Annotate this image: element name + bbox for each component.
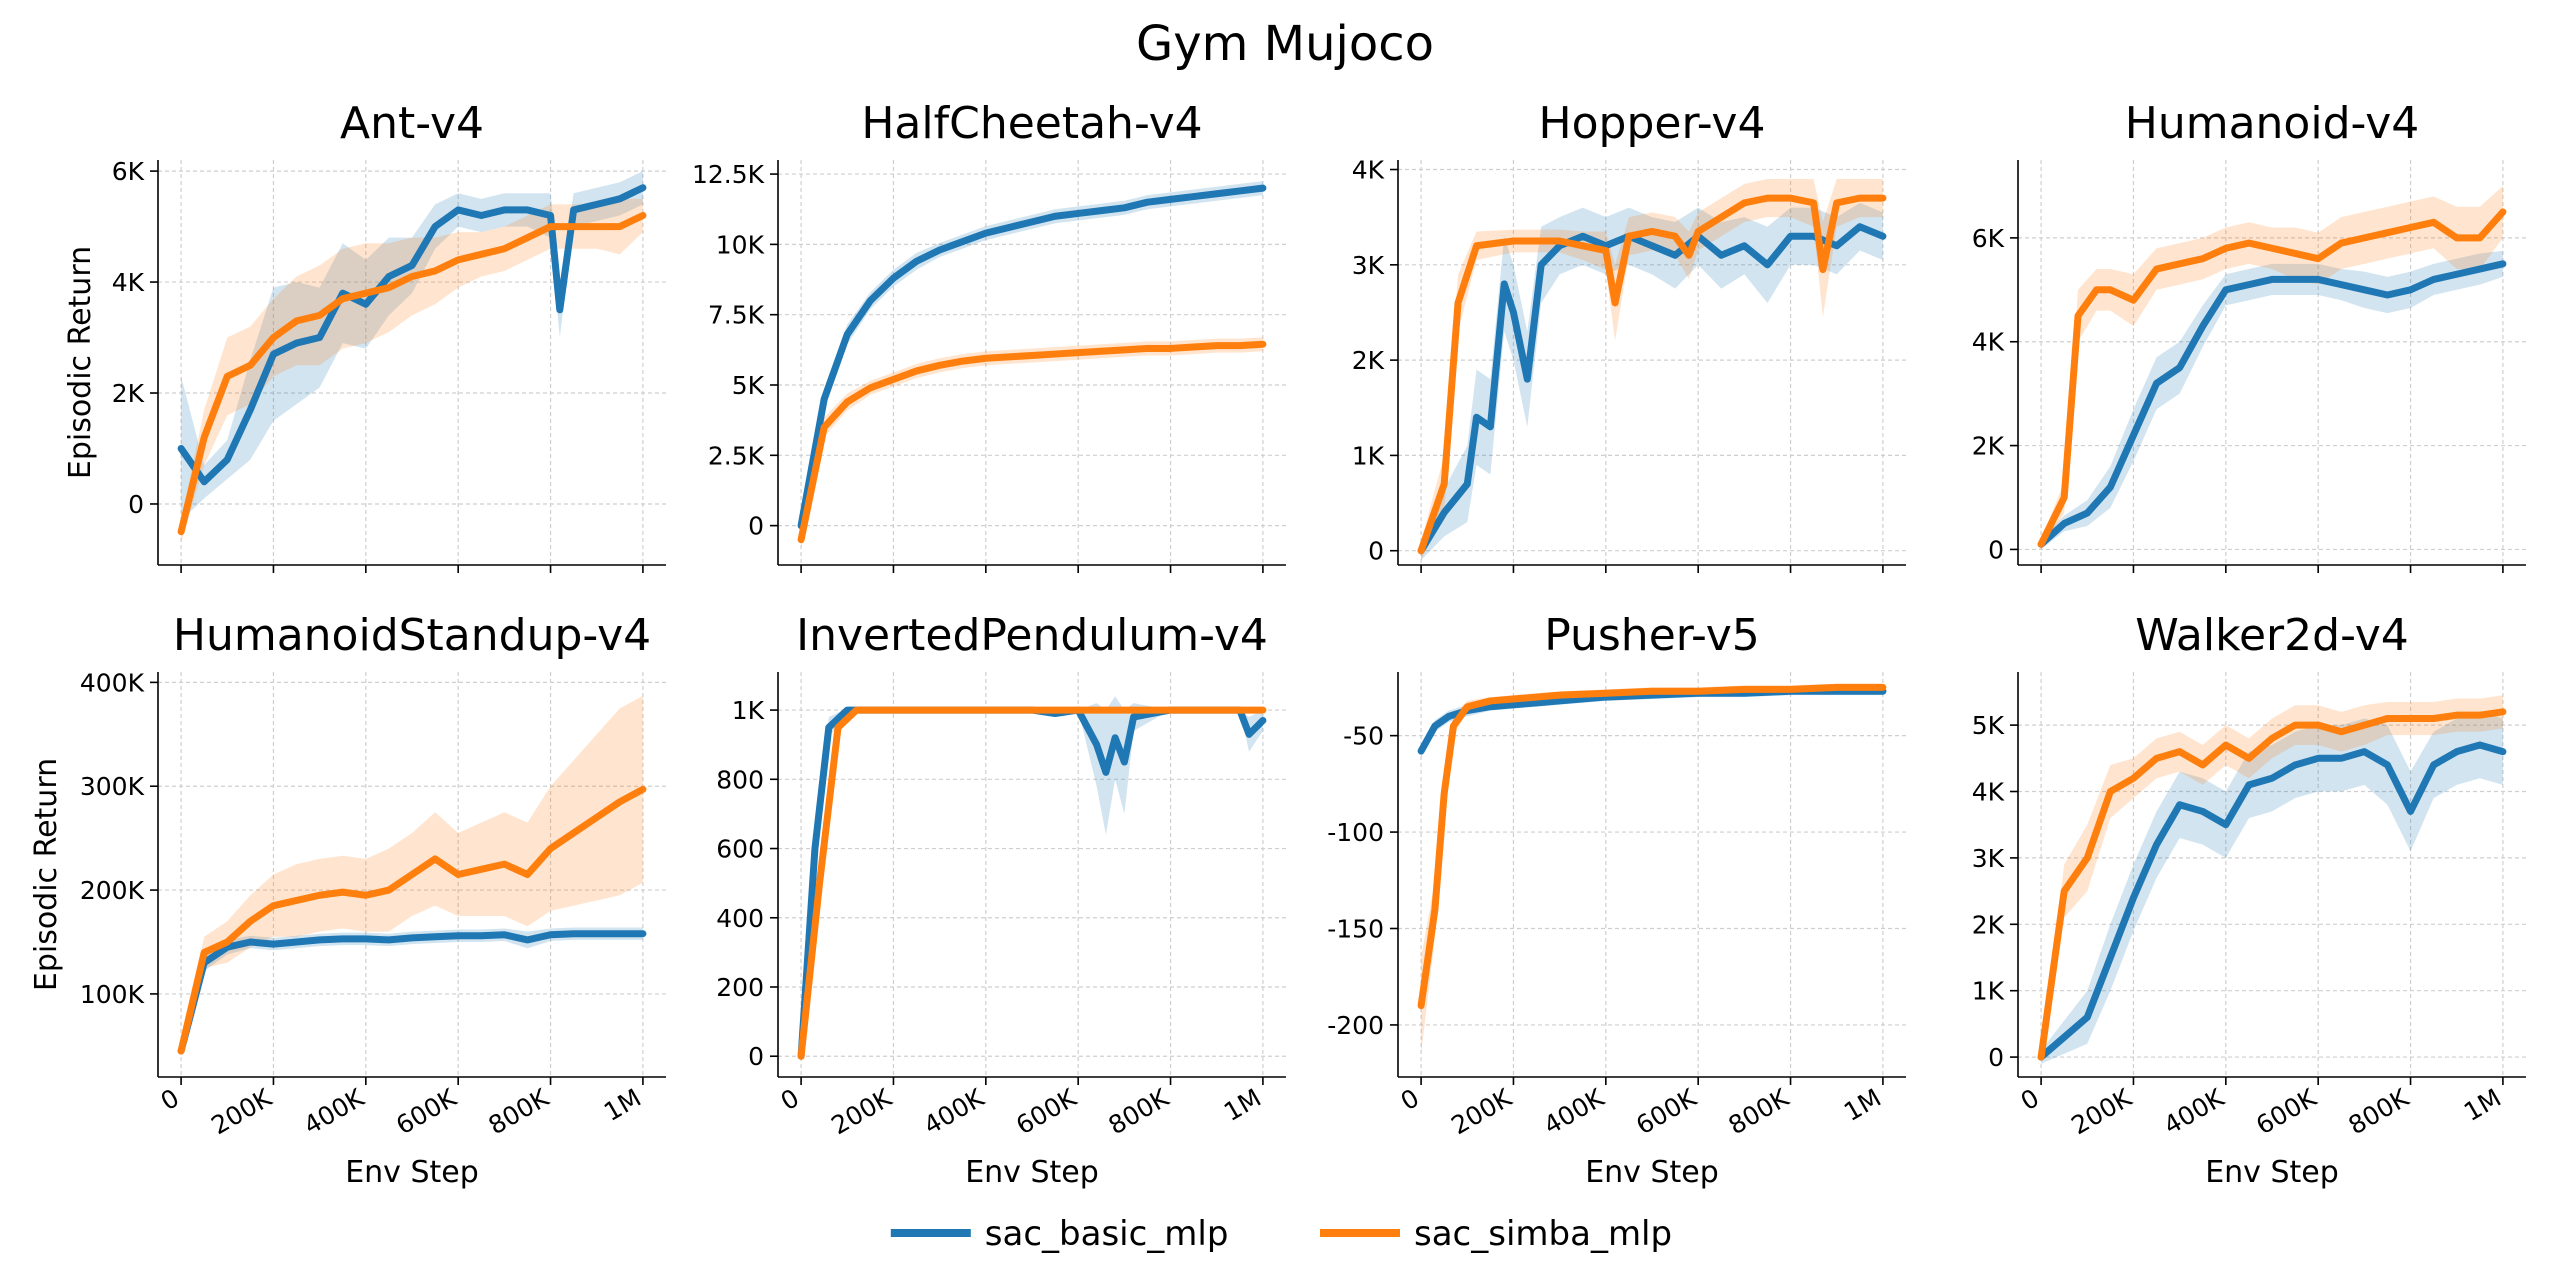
y-tick-label: 1K — [1972, 977, 2005, 1006]
y-tick-label: 4K — [1352, 156, 1385, 185]
y-tick-label: -200 — [1327, 1011, 1384, 1040]
y-tick-label: 4K — [1972, 778, 2005, 807]
y-tick-label: -100 — [1327, 818, 1384, 847]
subplot-hopper-v4: 0 1K 2K 3K 4K Hopper-v4 — [1352, 98, 1906, 573]
series-line-sac-basic-mlp — [1417, 223, 1887, 555]
subplot-ant-v4: 0 2K 4K 6K Ant-v4 Episodic Return — [63, 98, 666, 573]
x-axis-label: Env Step — [1585, 1155, 1719, 1190]
y-tick-label: 0 — [1368, 537, 1384, 566]
x-axis-label: Env Step — [2205, 1155, 2339, 1190]
y-tick-label: 0 — [1988, 535, 2004, 564]
legend: sac_basic_mlp sac_simba_mlp — [890, 1214, 1672, 1254]
series-line-sac-simba-mlp — [797, 706, 1267, 1060]
subplot-title: InvertedPendulum-v4 — [796, 610, 1268, 661]
subplot-title: HalfCheetah-v4 — [861, 98, 1202, 149]
y-tick-label: 2K — [1972, 910, 2005, 939]
y-tick-label: 7.5K — [708, 301, 765, 330]
y-tick-label: -50 — [1343, 722, 1384, 751]
y-tick-label: 3K — [1352, 251, 1385, 280]
figure-title: Gym Mujoco — [1136, 16, 1434, 72]
series-line-sac-simba-mlp — [1417, 683, 1887, 1010]
y-tick-label: 800 — [716, 765, 764, 794]
legend-label: sac_basic_mlp — [985, 1214, 1229, 1254]
subplot-title: Walker2d-v4 — [2135, 610, 2409, 661]
y-tick-label: 0 — [748, 1042, 764, 1071]
y-axis-label: Episodic Return — [29, 758, 64, 991]
y-tick-label: 2K — [1352, 346, 1385, 375]
y-tick-label: 1K — [732, 696, 765, 725]
series-line-sac-simba-mlp — [177, 211, 647, 536]
subplot-pusher-v5: -200-150-100-500 200K 400K 600K 800K 1MPusher… — [1327, 610, 1906, 1190]
subplot-title: Hopper-v4 — [1539, 98, 1766, 149]
y-tick-label: 200 — [716, 973, 764, 1002]
y-tick-label: -150 — [1327, 915, 1384, 944]
subplot-title: Ant-v4 — [340, 98, 484, 149]
y-tick-label: 0 — [128, 490, 144, 519]
series-line-sac-basic-mlp — [177, 184, 647, 486]
y-tick-label: 0 — [1988, 1043, 2004, 1072]
y-tick-label: 12.5K — [692, 160, 765, 189]
legend-label: sac_simba_mlp — [1414, 1214, 1672, 1254]
y-tick-label: 10K — [716, 230, 765, 259]
y-tick-label: 0 — [748, 512, 764, 541]
subplot-title: HumanoidStandup-v4 — [173, 610, 651, 661]
confidence-band-sac-basic-mlp — [801, 181, 1263, 535]
legend-item-sac-simba-mlp: sac_simba_mlp — [1320, 1214, 1672, 1254]
series-line-sac-simba-mlp — [177, 785, 647, 1055]
y-tick-label: 2K — [112, 379, 145, 408]
subplot-title: Humanoid-v4 — [2125, 98, 2420, 149]
confidence-band-sac-basic-mlp — [2041, 250, 2503, 550]
series-line-sac-simba-mlp — [2037, 708, 2507, 1061]
y-axis-label: Episodic Return — [63, 246, 98, 479]
series-line-sac-simba-mlp — [1417, 194, 1887, 555]
y-tick-label: 2.5K — [708, 441, 765, 470]
confidence-band-sac-simba-mlp — [181, 198, 643, 543]
y-tick-label: 4K — [1972, 328, 2005, 357]
y-tick-label: 100K — [80, 980, 145, 1009]
subplot-halfcheetah-v4: 0 2.5K 5K 7.5K 10K 12.5K HalfCheetah-v4 — [692, 98, 1286, 573]
y-tick-label: 300K — [80, 772, 145, 801]
y-tick-label: 1K — [1352, 441, 1385, 470]
y-tick-label: 2K — [1972, 432, 2005, 461]
x-axis-label: Env Step — [965, 1155, 1099, 1190]
y-tick-label: 600 — [716, 835, 764, 864]
y-tick-label: 5K — [1972, 711, 2005, 740]
series-line-sac-basic-mlp — [177, 930, 647, 1055]
subplot-grid: 0 2K 4K 6K Ant-v4 Episodic Return 0 2.5K 5K 7.5K 1… — [29, 98, 2526, 1190]
series-line-sac-basic-mlp — [797, 184, 1267, 530]
confidence-band-sac-basic-mlp — [2041, 711, 2503, 1064]
y-tick-label: 6K — [1972, 224, 2005, 253]
subplot-humanoid-v4: 0 2K 4K 6K Humanoid-v4 — [1972, 98, 2526, 573]
y-tick-label: 3K — [1972, 844, 2005, 873]
series-line-sac-simba-mlp — [2037, 208, 2507, 548]
y-tick-label: 5K — [732, 371, 765, 400]
y-tick-label: 400 — [716, 904, 764, 933]
y-tick-label: 200K — [80, 876, 145, 905]
x-axis-label: Env Step — [345, 1155, 479, 1190]
series-line-sac-basic-mlp — [2037, 260, 2507, 548]
y-tick-label: 6K — [112, 157, 145, 186]
confidence-band-sac-simba-mlp — [2041, 185, 2503, 550]
legend-item-sac-basic-mlp: sac_basic_mlp — [890, 1214, 1229, 1254]
y-tick-label: 400K — [80, 668, 145, 697]
series-line-sac-simba-mlp — [797, 340, 1267, 544]
y-tick-label: 4K — [112, 268, 145, 297]
subplot-title: Pusher-v5 — [1544, 610, 1760, 661]
series-line-sac-basic-mlp — [2037, 741, 2507, 1061]
